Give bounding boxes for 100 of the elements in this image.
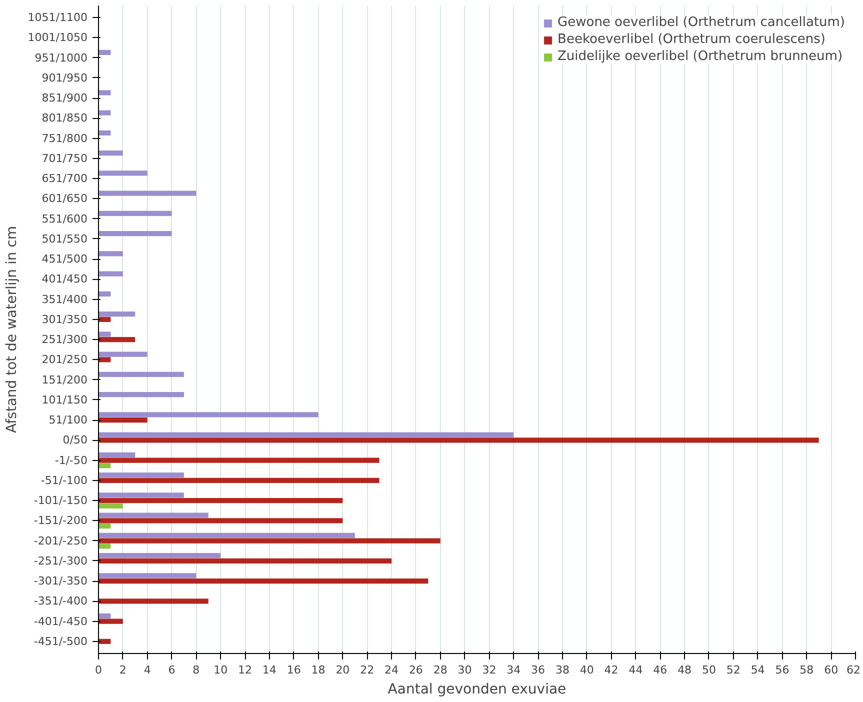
y-tick-label: 1051/1100 [28, 11, 88, 24]
y-tick-label: 0/50 [62, 434, 88, 447]
bar [98, 170, 148, 176]
y-tick-label: 901/950 [42, 71, 88, 84]
bar [98, 50, 111, 56]
legend-label: Zuidelijke oeverlibel (Orthetrum brunneum) [558, 49, 843, 64]
x-tick-label: 54 [750, 664, 765, 676]
x-tick-label: 38 [555, 664, 570, 676]
x-tick-label: 56 [775, 664, 790, 676]
y-tick-label: -451/-500 [34, 634, 88, 648]
y-tick-label: -201/-250 [34, 534, 88, 548]
y-tick-label: -351/-400 [34, 594, 88, 608]
bar [98, 553, 221, 558]
x-tick-label: 4 [144, 664, 151, 676]
y-tick-label: 51/100 [48, 414, 88, 427]
bar [98, 573, 196, 578]
bar [98, 518, 343, 524]
x-tick-label: 32 [482, 664, 496, 676]
x-tick-label: 14 [262, 664, 276, 676]
y-tick-label: 351/400 [42, 292, 88, 306]
y-tick-label: 801/850 [42, 112, 88, 125]
x-tick-label: 52 [726, 664, 740, 676]
bar [98, 271, 123, 276]
bar [98, 231, 172, 236]
bar [98, 613, 111, 618]
bar [98, 458, 380, 463]
x-tick-label: 2 [119, 664, 126, 676]
bar [98, 532, 355, 538]
y-tick-label: 1001/1050 [28, 31, 88, 44]
bar [98, 544, 111, 549]
bar [98, 130, 111, 136]
x-tick-label: 20 [336, 664, 350, 676]
x-tick-label: 28 [433, 664, 448, 676]
x-tick-label: 60 [824, 664, 838, 676]
bar [98, 418, 148, 423]
y-tick-label: 251/300 [42, 333, 88, 346]
bar [98, 523, 111, 529]
x-tick-label: 30 [458, 664, 472, 676]
bar [98, 251, 123, 256]
bar [98, 618, 123, 624]
bar [98, 90, 111, 96]
y-tick-label: 101/150 [42, 393, 88, 406]
y-tick-label: -101/-150 [34, 494, 88, 508]
bar [98, 438, 819, 443]
x-tick-label: 18 [311, 664, 326, 676]
bar [98, 190, 196, 196]
x-tick-label: 34 [506, 664, 521, 676]
x-tick-label: 24 [384, 664, 399, 676]
bar [98, 463, 111, 468]
y-tick-label: 451/500 [42, 252, 88, 266]
x-tick-label: 48 [678, 664, 692, 676]
x-tick-label: 22 [360, 664, 374, 676]
bar [98, 492, 184, 498]
y-tick-label: 751/800 [42, 132, 88, 145]
y-tick-label: 601/650 [42, 192, 88, 206]
x-tick-label: 46 [653, 664, 668, 676]
y-tick-label: 951/1000 [34, 51, 88, 64]
bar [98, 432, 514, 438]
x-tick-label: 42 [604, 664, 618, 676]
legend-label: Gewone oeverlibel (Orthetrum cancellatum) [558, 15, 845, 30]
bar [98, 412, 318, 418]
x-tick-label: 50 [702, 664, 716, 676]
bar [98, 312, 136, 317]
bar [98, 498, 343, 504]
bar [98, 337, 136, 342]
bar [98, 357, 111, 362]
x-tick-label: 58 [800, 664, 814, 676]
y-tick-label: 651/700 [42, 172, 88, 186]
x-axis-title: Aantal gevonden exuviae [388, 682, 566, 698]
y-tick-label: -51/-100 [40, 474, 88, 487]
bar [98, 332, 111, 337]
bar [98, 452, 136, 458]
x-tick-label: 6 [168, 664, 176, 676]
x-tick-label: 62 [846, 664, 861, 676]
x-tick-label: 36 [531, 664, 546, 676]
bar [98, 538, 440, 544]
y-tick-label: 201/250 [42, 353, 88, 366]
bar [98, 291, 111, 296]
x-tick-label: 12 [238, 664, 252, 676]
x-tick-label: 40 [580, 664, 594, 676]
bar [98, 210, 172, 216]
legend-label: Beekoeverlibel (Orthetrum coerulescens) [558, 32, 826, 47]
y-tick-label: -251/-300 [34, 554, 88, 568]
bar [98, 512, 208, 518]
y-tick-label: -151/-200 [34, 514, 88, 528]
y-tick-label: 501/550 [42, 232, 88, 246]
bar [98, 472, 184, 478]
bar [98, 150, 123, 156]
y-tick-label: 851/900 [42, 92, 88, 105]
y-tick-label: 551/600 [42, 212, 88, 226]
x-tick-label: 16 [286, 664, 301, 676]
bar [98, 558, 392, 564]
x-tick-label: 44 [628, 664, 643, 676]
y-tick-label: -301/-350 [34, 574, 88, 588]
x-tick-label: 0 [95, 664, 102, 676]
bar [98, 316, 111, 322]
y-tick-label: 151/200 [42, 373, 88, 386]
bar [98, 578, 428, 584]
bar [98, 372, 184, 377]
bar [98, 503, 123, 508]
